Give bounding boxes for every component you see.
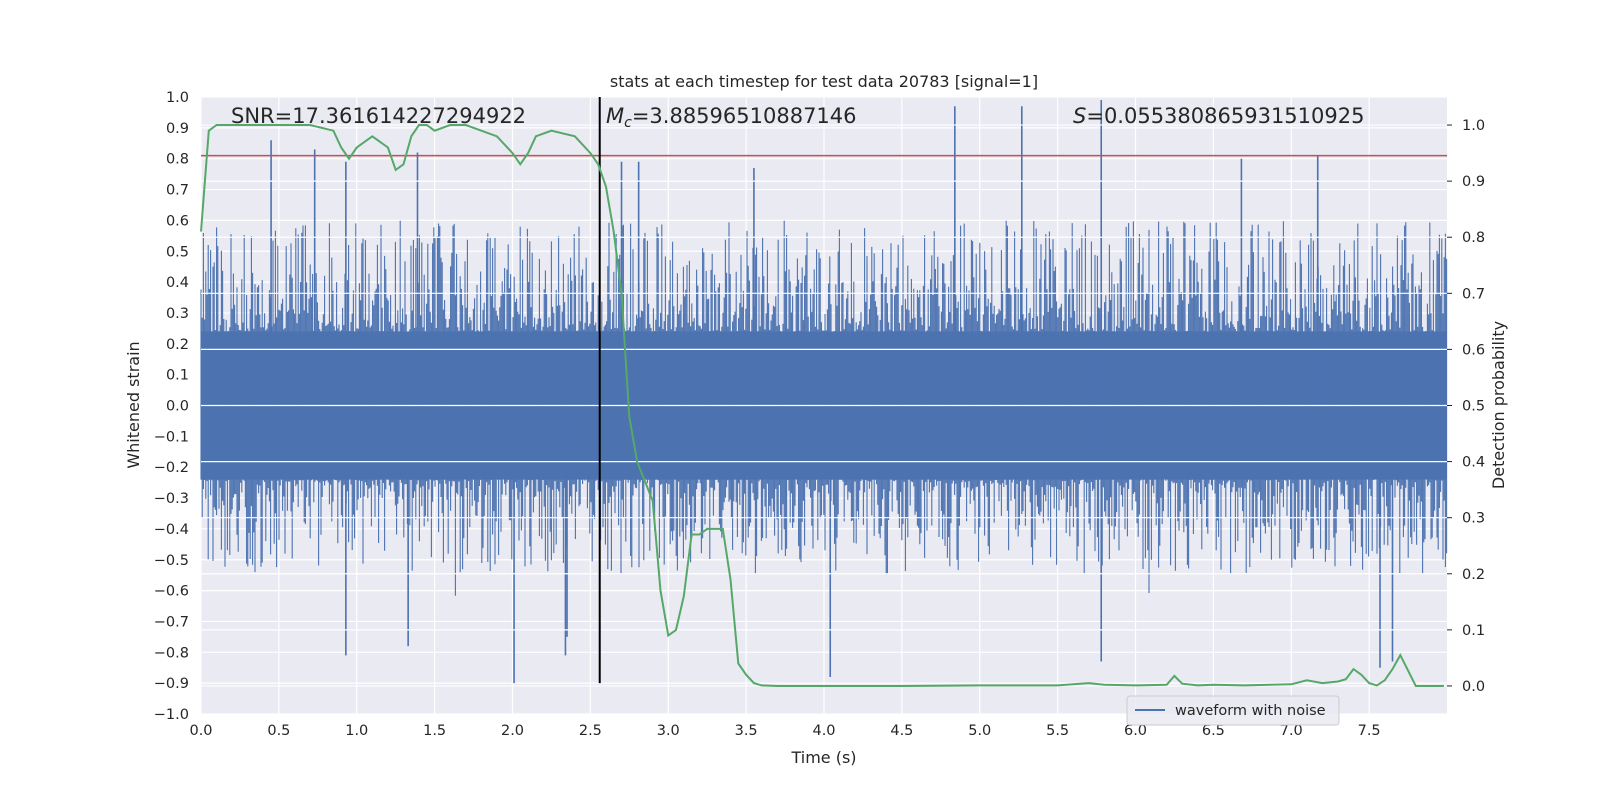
y-left-tick-label: −0.7 — [154, 614, 189, 630]
y-left-tick-label: −0.5 — [154, 553, 189, 569]
y-right-tick-label: 0.3 — [1462, 511, 1485, 527]
x-tick-label: 4.5 — [890, 723, 913, 739]
y-left-tick-label: 0.7 — [166, 183, 189, 199]
chart-title: stats at each timestep for test data 207… — [610, 72, 1038, 91]
y-left-tick-label: 0.4 — [166, 275, 189, 291]
y-right-tick-label: 0.1 — [1462, 623, 1485, 639]
x-tick-label: 2.0 — [501, 723, 524, 739]
y-left-axis-label: Whitened strain — [124, 341, 143, 468]
y-left-tick-label: 0.3 — [166, 306, 189, 322]
mc-subscript: c — [624, 115, 632, 131]
y-left-tick-label: 1.0 — [166, 90, 189, 106]
y-right-tick-label: 0.5 — [1462, 399, 1485, 415]
s-annotation: S=0.055380865931510925 — [1073, 104, 1364, 128]
y-left-tick-label: −0.8 — [154, 645, 189, 661]
y-left-tick-label: 0.9 — [166, 121, 189, 137]
x-tick-label: 0.5 — [267, 723, 290, 739]
x-tick-label: 4.0 — [812, 723, 835, 739]
y-left-tick-label: 0.5 — [166, 244, 189, 260]
legend-label: waveform with noise — [1175, 703, 1326, 719]
y-left-tick-label: −1.0 — [154, 707, 189, 723]
y-left-tick-label: −0.6 — [154, 584, 189, 600]
y-right-tick-label: 0.4 — [1462, 455, 1485, 471]
y-right-tick-label: 0.2 — [1462, 567, 1485, 583]
y-left-tick-label: −0.4 — [154, 522, 189, 538]
x-tick-label: 5.5 — [1046, 723, 1069, 739]
y-right-tick-labels: 1.0 0.9 0.8 0.7 0.6 0.5 0.4 0.3 0.2 0.1 0.0 — [1447, 118, 1485, 695]
y-right-tick-label: 0.9 — [1462, 174, 1485, 190]
y-left-tick-label: −0.1 — [154, 429, 189, 445]
chirp-mass-annotation: Mc=3.88596510887146 — [606, 104, 857, 131]
y-left-tick-label: 0.0 — [166, 399, 189, 415]
x-tick-label: 3.0 — [657, 723, 680, 739]
y-right-tick-label: 0.6 — [1462, 342, 1485, 358]
x-tick-label: 1.5 — [423, 723, 446, 739]
x-axis-label: Time (s) — [790, 748, 856, 767]
x-tick-labels: 0.0 0.5 1.0 1.5 2.0 2.5 3.0 3.5 4.0 4.5 5.0 5.5 6.0 6… — [189, 723, 1380, 739]
y-left-tick-label: −0.9 — [154, 676, 189, 692]
y-left-tick-label: −0.2 — [154, 460, 189, 476]
y-right-tick-label: 1.0 — [1462, 118, 1485, 134]
x-tick-label: 7.0 — [1280, 723, 1303, 739]
x-tick-label: 1.0 — [345, 723, 368, 739]
x-tick-label: 5.0 — [968, 723, 991, 739]
s-value: =0.055380865931510925 — [1086, 104, 1364, 128]
snr-annotation: SNR=17.361614227294922 — [231, 104, 526, 128]
y-left-tick-label: 0.8 — [166, 152, 189, 168]
y-left-tick-labels: 1.0 0.9 0.8 0.7 0.6 0.5 0.4 0.3 0.2 0.1 0.0 −0.1 −0.… — [154, 90, 189, 723]
y-left-tick-label: −0.3 — [154, 491, 189, 507]
y-right-axis-label: Detection probability — [1489, 321, 1508, 489]
x-tick-label: 2.5 — [579, 723, 602, 739]
s-symbol: S — [1073, 104, 1086, 128]
x-tick-label: 0.0 — [189, 723, 212, 739]
x-tick-label: 3.5 — [735, 723, 758, 739]
y-left-tick-label: 0.2 — [166, 337, 189, 353]
x-tick-label: 7.5 — [1358, 723, 1381, 739]
y-right-tick-label: 0.8 — [1462, 230, 1485, 246]
x-tick-label: 6.0 — [1124, 723, 1147, 739]
x-tick-label: 6.5 — [1202, 723, 1225, 739]
legend: waveform with noise — [1126, 695, 1340, 726]
y-left-tick-label: 0.6 — [166, 213, 189, 229]
mc-symbol: M — [606, 104, 624, 128]
y-right-tick-label: 0.7 — [1462, 286, 1485, 302]
y-left-tick-label: 0.1 — [166, 368, 189, 384]
legend-box — [1126, 695, 1340, 726]
detection-probability-line — [200, 124, 1444, 687]
y-right-tick-label: 0.0 — [1462, 679, 1485, 695]
mc-value: =3.88596510887146 — [632, 104, 857, 128]
